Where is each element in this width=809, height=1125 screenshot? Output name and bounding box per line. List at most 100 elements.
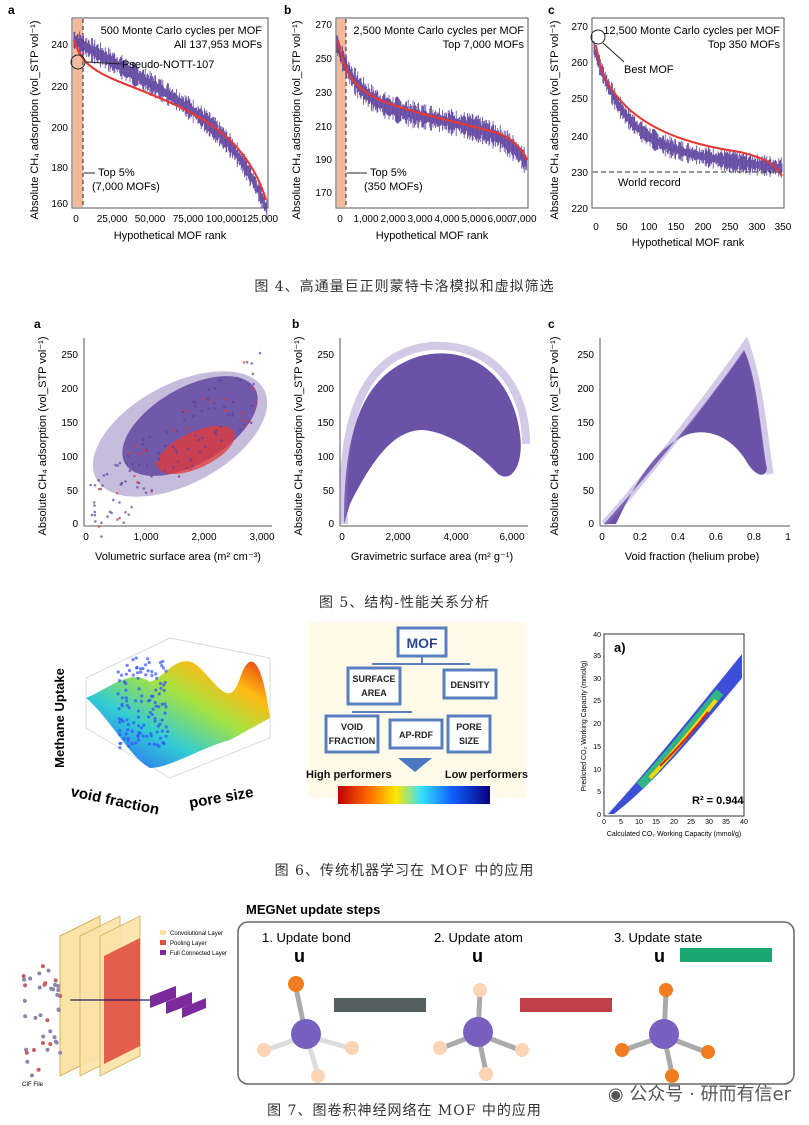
fig7-cif-label: CIF File xyxy=(22,1082,44,1088)
scatter-point xyxy=(175,459,178,463)
surface-point xyxy=(125,663,129,667)
surface-point xyxy=(163,681,167,685)
cif-atom xyxy=(28,976,33,981)
surface-point xyxy=(153,719,157,723)
fig6-high: High performers xyxy=(306,769,392,781)
svg-text:0: 0 xyxy=(73,214,79,225)
surface-point xyxy=(147,715,151,719)
surface-point xyxy=(134,656,138,660)
surface-point xyxy=(126,728,130,732)
fig4a-top5a: Top 5% xyxy=(98,167,135,179)
cif-atom xyxy=(56,1008,61,1013)
surface-point xyxy=(146,669,150,673)
svg-text:2,000: 2,000 xyxy=(385,532,410,543)
svg-text:6,000: 6,000 xyxy=(499,532,524,543)
scatter-point xyxy=(171,445,175,449)
cif-atom xyxy=(25,1059,30,1064)
fig4b-top5a: Top 5% xyxy=(370,167,407,179)
surface-point xyxy=(120,704,125,708)
fig4a-highlight-circle xyxy=(70,54,86,70)
svg-text:7,000: 7,000 xyxy=(511,214,536,225)
surface-point xyxy=(130,742,134,746)
svg-text:250: 250 xyxy=(722,222,739,233)
surface-point xyxy=(137,687,141,691)
fig4b-yticks: 170 190 210 230 250 270 xyxy=(315,20,332,199)
surface-point xyxy=(136,715,141,719)
svg-text:50,000: 50,000 xyxy=(135,214,166,225)
surface-point xyxy=(144,673,148,677)
fig5a-yticks: 0 50 100 150 200 250 xyxy=(61,350,78,530)
scatter-point xyxy=(183,418,186,421)
scatter-point xyxy=(235,376,239,380)
scatter-point xyxy=(251,372,255,376)
fig5-caption: 图 5、结构-性能关系分析 xyxy=(318,595,491,611)
scatter-point xyxy=(136,486,139,489)
scatter-point xyxy=(194,434,197,437)
surface-point xyxy=(127,706,131,710)
fig4c-highlight-circle xyxy=(590,29,606,45)
surface-point xyxy=(147,742,152,746)
scatter-point xyxy=(223,409,227,413)
svg-text:260: 260 xyxy=(571,58,588,69)
svg-text:2,000: 2,000 xyxy=(191,532,216,543)
scatter-point xyxy=(172,466,175,469)
surface-point xyxy=(125,699,129,703)
surface-point xyxy=(136,724,141,728)
surface-point xyxy=(139,726,144,730)
svg-text:2,000: 2,000 xyxy=(380,214,405,225)
scatter-point xyxy=(188,467,192,470)
fig7-step2: 2. Update atom xyxy=(434,930,523,945)
surface-point xyxy=(136,671,140,675)
surface-point xyxy=(154,704,158,708)
surface-point xyxy=(131,658,135,662)
surface-point xyxy=(124,696,128,700)
surface-point xyxy=(151,707,155,711)
svg-text:u: u xyxy=(294,946,305,966)
cif-atom xyxy=(23,983,28,988)
scatter-point xyxy=(241,418,245,421)
surface-point xyxy=(149,694,154,698)
scatter-point xyxy=(248,419,251,423)
scatter-point xyxy=(231,412,234,415)
fig7-cif-structure xyxy=(21,964,63,1078)
svg-text:3,000: 3,000 xyxy=(407,214,432,225)
svg-text:0: 0 xyxy=(72,519,78,530)
scatter-point xyxy=(197,461,200,464)
scatter-point xyxy=(100,521,103,525)
scatter-point xyxy=(105,472,109,476)
scatter-point xyxy=(186,447,190,451)
scatter-point xyxy=(238,428,242,431)
scatter-point xyxy=(249,421,253,425)
fig4b-letter: b xyxy=(284,3,291,17)
surface-point xyxy=(150,713,155,717)
svg-text:230: 230 xyxy=(571,168,588,179)
cif-atom xyxy=(51,987,56,992)
surface-point xyxy=(160,663,164,668)
scatter-point xyxy=(227,413,231,417)
scatter-point xyxy=(100,535,103,538)
svg-text:250: 250 xyxy=(577,350,594,361)
scatter-point xyxy=(165,430,169,434)
svg-text:30: 30 xyxy=(705,819,713,826)
fig6-parity-plot: a) R² = 0.944 Predicted CO₂ Working Capa… xyxy=(581,632,748,838)
svg-text:0.6: 0.6 xyxy=(709,532,723,543)
fig4b-line1: 2,500 Monte Carlo cycles per MOF xyxy=(353,25,524,37)
surface-point xyxy=(135,666,139,670)
svg-text:150: 150 xyxy=(61,418,78,429)
fig6-arrow-down xyxy=(398,758,432,772)
fig4a-top5b: (7,000 MOFs) xyxy=(92,181,160,193)
scatter-point xyxy=(242,361,246,364)
fig5a-scatter xyxy=(89,351,262,538)
fig6-node-void xyxy=(324,714,380,754)
svg-text:100: 100 xyxy=(577,452,594,463)
surface-point xyxy=(140,694,144,698)
scatter-point xyxy=(177,475,181,478)
svg-text:1: 1 xyxy=(785,532,791,543)
scatter-point xyxy=(157,457,161,461)
surface-point xyxy=(158,722,162,726)
scatter-point xyxy=(192,458,196,462)
watermark-text: 公众号 · 研而有信er xyxy=(629,1084,791,1105)
surface-point xyxy=(146,657,150,661)
scatter-point xyxy=(97,487,101,491)
scatter-point xyxy=(190,459,193,463)
